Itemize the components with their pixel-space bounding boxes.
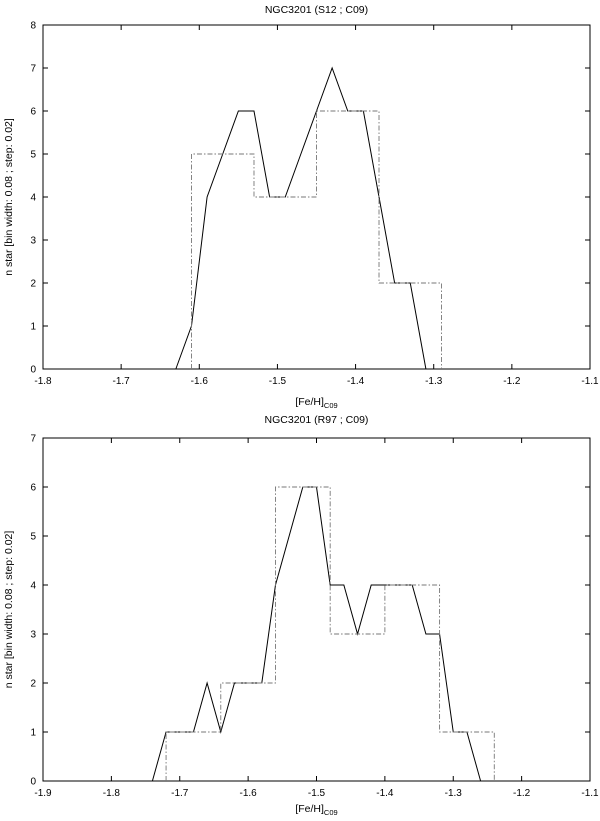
x-axis-label-main: [Fe/H] xyxy=(295,803,324,815)
y-tick-label: 4 xyxy=(30,581,36,592)
x-tick-label: -1.4 xyxy=(376,788,394,799)
y-tick-label: 2 xyxy=(30,679,36,690)
x-tick-label: -1.5 xyxy=(269,376,287,387)
x-axis-label: [Fe/H]C09 xyxy=(295,803,337,817)
chart-title: NGC3201 (R97 ; C09) xyxy=(265,414,369,426)
y-tick-label: 1 xyxy=(30,728,36,739)
y-tick-label: 5 xyxy=(30,532,36,543)
x-tick-label: -1.2 xyxy=(503,376,521,387)
x-tick-label: -1.6 xyxy=(191,376,209,387)
series-line-solid xyxy=(151,486,482,782)
plot-2: NGC3201 (R97 ; C09) -1.9 -1.8 -1.7 -1.6 -1.5 -… xyxy=(3,414,599,817)
plot-1: NGC3201 (S12 ; C09) -1.8 -1.7 -1.6 -1.5 -1.4 -… xyxy=(3,4,599,410)
x-tick-label: -1.3 xyxy=(445,788,463,799)
x-tick-label: -1.5 xyxy=(308,788,326,799)
y-tick-label: 6 xyxy=(30,483,36,494)
y-tick-label: 7 xyxy=(30,64,36,75)
x-axis-label-sub: C09 xyxy=(324,401,338,410)
y-axis-label: n star [bin width: 0.08 ; step: 0.02] xyxy=(3,118,15,276)
x-tick-label: -1.3 xyxy=(425,376,443,387)
y-tick-label: 3 xyxy=(30,236,36,247)
plot-frame xyxy=(42,24,591,370)
y-tick-label: 7 xyxy=(30,434,36,445)
y-axis-label: n star [bin width: 0.08 ; step: 0.02] xyxy=(3,531,15,689)
y-tick-label: 2 xyxy=(30,279,36,290)
y-tick-label: 5 xyxy=(30,150,36,161)
x-tick-label: -1.7 xyxy=(171,788,189,799)
x-tick-label: -1.8 xyxy=(103,788,121,799)
y-tick-label: 0 xyxy=(30,777,36,788)
x-tick-label: -1.9 xyxy=(34,788,52,799)
x-tick-label: -1.4 xyxy=(347,376,365,387)
series-line-dashdot xyxy=(191,110,442,369)
x-axis-label-sub: C09 xyxy=(324,808,338,817)
x-tick-label: -1.1 xyxy=(581,788,599,799)
y-tick-label: 8 xyxy=(30,21,36,32)
series-line-solid xyxy=(175,66,427,370)
series-line-dashdot xyxy=(165,486,495,781)
x-tick-label: -1.6 xyxy=(240,788,258,799)
y-tick-label: 6 xyxy=(30,107,36,118)
y-tick-label: 1 xyxy=(30,322,36,333)
y-tick-label: 3 xyxy=(30,630,36,641)
x-tick-label: -1.7 xyxy=(113,376,131,387)
y-tick-label: 4 xyxy=(30,193,36,204)
y-tick-label: 0 xyxy=(30,365,36,376)
x-axis-label-main: [Fe/H] xyxy=(295,396,324,408)
x-tick-label: -1.2 xyxy=(513,788,531,799)
x-tick-label: -1.8 xyxy=(34,376,52,387)
chart-title: NGC3201 (S12 ; C09) xyxy=(265,4,368,16)
x-axis-label: [Fe/H]C09 xyxy=(295,396,337,410)
x-tick-label: -1.1 xyxy=(581,376,599,387)
